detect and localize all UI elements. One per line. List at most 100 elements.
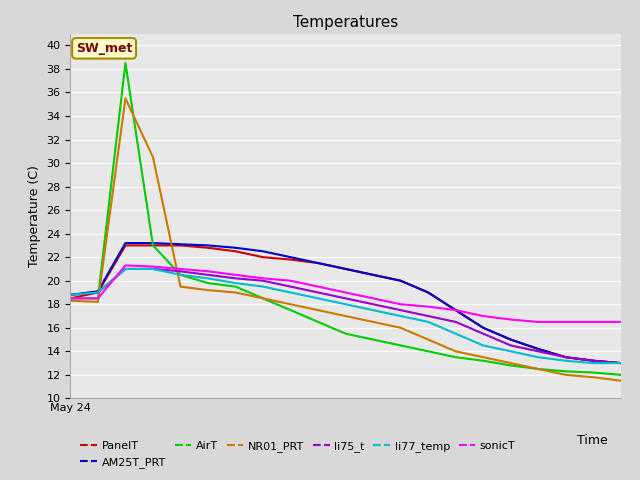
Line: AirT: AirT xyxy=(70,63,621,375)
PanelT xyxy=(204,245,212,251)
NR01_PRT xyxy=(617,378,625,384)
sonicT xyxy=(177,266,184,272)
NR01_PRT xyxy=(67,298,74,304)
AirT xyxy=(314,319,322,325)
li77_temp xyxy=(314,296,322,301)
PanelT xyxy=(397,278,404,284)
sonicT xyxy=(617,319,625,325)
li77_temp xyxy=(617,360,625,366)
sonicT xyxy=(122,263,129,268)
li77_temp xyxy=(204,276,212,281)
AM25T_PRT xyxy=(287,254,294,260)
li75_t xyxy=(562,354,570,360)
sonicT xyxy=(314,284,322,289)
li77_temp xyxy=(562,358,570,364)
AM25T_PRT xyxy=(342,266,349,272)
li77_temp xyxy=(369,307,377,313)
Line: PanelT: PanelT xyxy=(70,245,621,363)
NR01_PRT xyxy=(397,325,404,331)
li77_temp xyxy=(452,331,460,336)
Title: Temperatures: Temperatures xyxy=(293,15,398,30)
li75_t xyxy=(452,319,460,325)
Line: li75_t: li75_t xyxy=(70,269,621,363)
li75_t xyxy=(259,278,267,284)
NR01_PRT xyxy=(452,348,460,354)
li75_t xyxy=(424,313,432,319)
sonicT xyxy=(424,304,432,310)
sonicT xyxy=(369,296,377,301)
PanelT xyxy=(617,360,625,366)
AM25T_PRT xyxy=(369,272,377,278)
AM25T_PRT xyxy=(479,325,487,331)
NR01_PRT xyxy=(232,289,239,295)
li77_temp xyxy=(287,289,294,295)
NR01_PRT xyxy=(479,354,487,360)
li75_t xyxy=(94,289,102,295)
AirT xyxy=(259,296,267,301)
PanelT xyxy=(94,289,102,295)
li77_temp xyxy=(397,313,404,319)
NR01_PRT xyxy=(507,360,515,366)
li77_temp xyxy=(94,289,102,295)
li75_t xyxy=(369,301,377,307)
AirT xyxy=(562,369,570,374)
li77_temp xyxy=(507,348,515,354)
AM25T_PRT xyxy=(204,242,212,248)
PanelT xyxy=(589,358,597,364)
li75_t xyxy=(204,272,212,278)
li77_temp xyxy=(177,272,184,278)
li77_temp xyxy=(259,284,267,289)
sonicT xyxy=(397,301,404,307)
PanelT xyxy=(562,354,570,360)
AM25T_PRT xyxy=(397,278,404,284)
AM25T_PRT xyxy=(314,260,322,266)
NR01_PRT xyxy=(149,154,157,160)
li77_temp xyxy=(534,354,542,360)
li77_temp xyxy=(67,292,74,298)
NR01_PRT xyxy=(204,287,212,293)
Line: NR01_PRT: NR01_PRT xyxy=(70,98,621,381)
sonicT xyxy=(479,313,487,319)
AM25T_PRT xyxy=(507,336,515,342)
sonicT xyxy=(149,264,157,269)
sonicT xyxy=(67,296,74,301)
li75_t xyxy=(534,348,542,354)
li77_temp xyxy=(149,266,157,272)
Legend: PanelT, AM25T_PRT, AirT, NR01_PRT, li75_t, li77_temp, sonicT: PanelT, AM25T_PRT, AirT, NR01_PRT, li75_… xyxy=(76,437,520,472)
li75_t xyxy=(397,307,404,313)
NR01_PRT xyxy=(314,307,322,313)
PanelT xyxy=(424,289,432,295)
NR01_PRT xyxy=(94,299,102,305)
AirT xyxy=(122,60,129,66)
NR01_PRT xyxy=(424,336,432,342)
AirT xyxy=(287,307,294,313)
sonicT xyxy=(204,268,212,274)
AM25T_PRT xyxy=(534,346,542,352)
li75_t xyxy=(67,292,74,298)
NR01_PRT xyxy=(177,284,184,289)
NR01_PRT xyxy=(589,374,597,380)
AM25T_PRT xyxy=(424,289,432,295)
PanelT xyxy=(232,249,239,254)
li77_temp xyxy=(122,266,129,272)
Y-axis label: Temperature (C): Temperature (C) xyxy=(28,165,41,267)
AirT xyxy=(479,358,487,364)
PanelT xyxy=(177,242,184,248)
Text: Time: Time xyxy=(577,434,608,447)
AM25T_PRT xyxy=(617,360,625,366)
li75_t xyxy=(589,358,597,364)
NR01_PRT xyxy=(534,366,542,372)
AirT xyxy=(342,331,349,336)
AirT xyxy=(589,370,597,375)
PanelT xyxy=(259,254,267,260)
AM25T_PRT xyxy=(232,245,239,251)
NR01_PRT xyxy=(342,313,349,319)
sonicT xyxy=(507,317,515,323)
AirT xyxy=(424,348,432,354)
AM25T_PRT xyxy=(177,241,184,247)
NR01_PRT xyxy=(287,301,294,307)
sonicT xyxy=(534,319,542,325)
AM25T_PRT xyxy=(122,240,129,246)
AirT xyxy=(534,366,542,372)
li75_t xyxy=(617,360,625,366)
